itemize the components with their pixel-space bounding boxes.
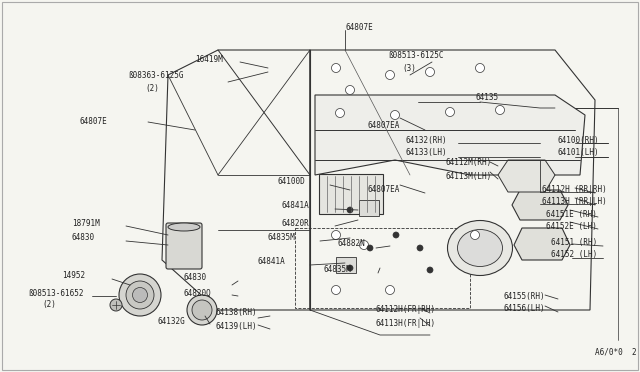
Circle shape (332, 285, 340, 295)
Text: A6/0*0  2: A6/0*0 2 (595, 347, 637, 356)
Text: 64113H (RR|LH): 64113H (RR|LH) (542, 198, 607, 206)
Text: 64155(RH): 64155(RH) (504, 292, 546, 301)
Text: 64113H(FR|LH): 64113H(FR|LH) (376, 318, 436, 327)
Circle shape (390, 110, 399, 119)
Ellipse shape (458, 230, 502, 266)
Ellipse shape (187, 295, 217, 325)
FancyBboxPatch shape (319, 174, 383, 214)
Text: ß08363-6125G: ß08363-6125G (128, 71, 184, 80)
Text: 64820R: 64820R (282, 218, 310, 228)
Text: 64139(LH): 64139(LH) (216, 321, 258, 330)
Circle shape (346, 86, 355, 94)
Text: 64151 (RH): 64151 (RH) (551, 238, 597, 247)
Text: 64835M: 64835M (324, 266, 352, 275)
Text: 64841A: 64841A (282, 202, 310, 211)
Text: 64835M: 64835M (268, 234, 296, 243)
Text: 64807E: 64807E (80, 118, 108, 126)
Polygon shape (498, 160, 555, 192)
Ellipse shape (168, 223, 200, 231)
Circle shape (335, 109, 344, 118)
Ellipse shape (126, 281, 154, 309)
Text: 64156(LH): 64156(LH) (504, 305, 546, 314)
Text: 64132(RH): 64132(RH) (405, 135, 447, 144)
Text: 64100(RH): 64100(RH) (558, 135, 600, 144)
Text: 18791M: 18791M (72, 219, 100, 228)
Text: 64112H(FR|RH): 64112H(FR|RH) (376, 305, 436, 314)
Text: 64113M(LH): 64113M(LH) (445, 171, 492, 180)
Text: 14952: 14952 (62, 272, 85, 280)
Ellipse shape (110, 299, 122, 311)
Text: 64101(LH): 64101(LH) (558, 148, 600, 157)
Circle shape (470, 231, 479, 240)
Text: ß08513-61652: ß08513-61652 (28, 289, 83, 298)
Text: 64882N: 64882N (338, 238, 365, 247)
FancyBboxPatch shape (166, 223, 202, 269)
Text: 64830: 64830 (184, 273, 207, 282)
Circle shape (332, 64, 340, 73)
Circle shape (417, 245, 423, 251)
FancyBboxPatch shape (359, 200, 379, 216)
Polygon shape (315, 95, 585, 175)
Text: 16419M: 16419M (195, 55, 223, 64)
FancyBboxPatch shape (336, 257, 356, 273)
Text: 64152E (LH): 64152E (LH) (546, 221, 597, 231)
Circle shape (332, 231, 340, 240)
Circle shape (367, 245, 373, 251)
Text: 64132G: 64132G (158, 317, 186, 326)
Text: 64807E: 64807E (345, 22, 372, 32)
Circle shape (445, 108, 454, 116)
Text: (3): (3) (402, 64, 416, 73)
Circle shape (385, 71, 394, 80)
Text: 64112H (RR|RH): 64112H (RR|RH) (542, 186, 607, 195)
Text: 64807EA: 64807EA (368, 186, 401, 195)
Ellipse shape (447, 221, 513, 276)
Ellipse shape (119, 274, 161, 316)
Polygon shape (512, 190, 568, 220)
Circle shape (360, 241, 369, 250)
Text: 64133(LH): 64133(LH) (405, 148, 447, 157)
Text: ß08513-6125C: ß08513-6125C (388, 51, 444, 61)
Polygon shape (514, 228, 570, 260)
Text: (2): (2) (42, 301, 56, 310)
Text: 64841A: 64841A (258, 257, 285, 266)
Text: 64135: 64135 (476, 93, 499, 103)
Text: 64807EA: 64807EA (368, 122, 401, 131)
Text: 64830: 64830 (72, 234, 95, 243)
Text: 64152 (LH): 64152 (LH) (551, 250, 597, 260)
Text: 64820Q: 64820Q (184, 289, 212, 298)
Ellipse shape (192, 300, 212, 320)
Circle shape (427, 267, 433, 273)
Text: 64112M(RH): 64112M(RH) (445, 158, 492, 167)
Circle shape (393, 232, 399, 238)
Text: 64138(RH): 64138(RH) (216, 308, 258, 317)
Text: (2): (2) (145, 83, 159, 93)
Circle shape (476, 64, 484, 73)
Ellipse shape (132, 288, 147, 302)
Text: 64151E (RH): 64151E (RH) (546, 209, 597, 218)
Circle shape (385, 285, 394, 295)
Circle shape (495, 106, 504, 115)
Circle shape (347, 265, 353, 271)
Text: 64100D: 64100D (278, 176, 306, 186)
Circle shape (347, 207, 353, 213)
Circle shape (426, 67, 435, 77)
